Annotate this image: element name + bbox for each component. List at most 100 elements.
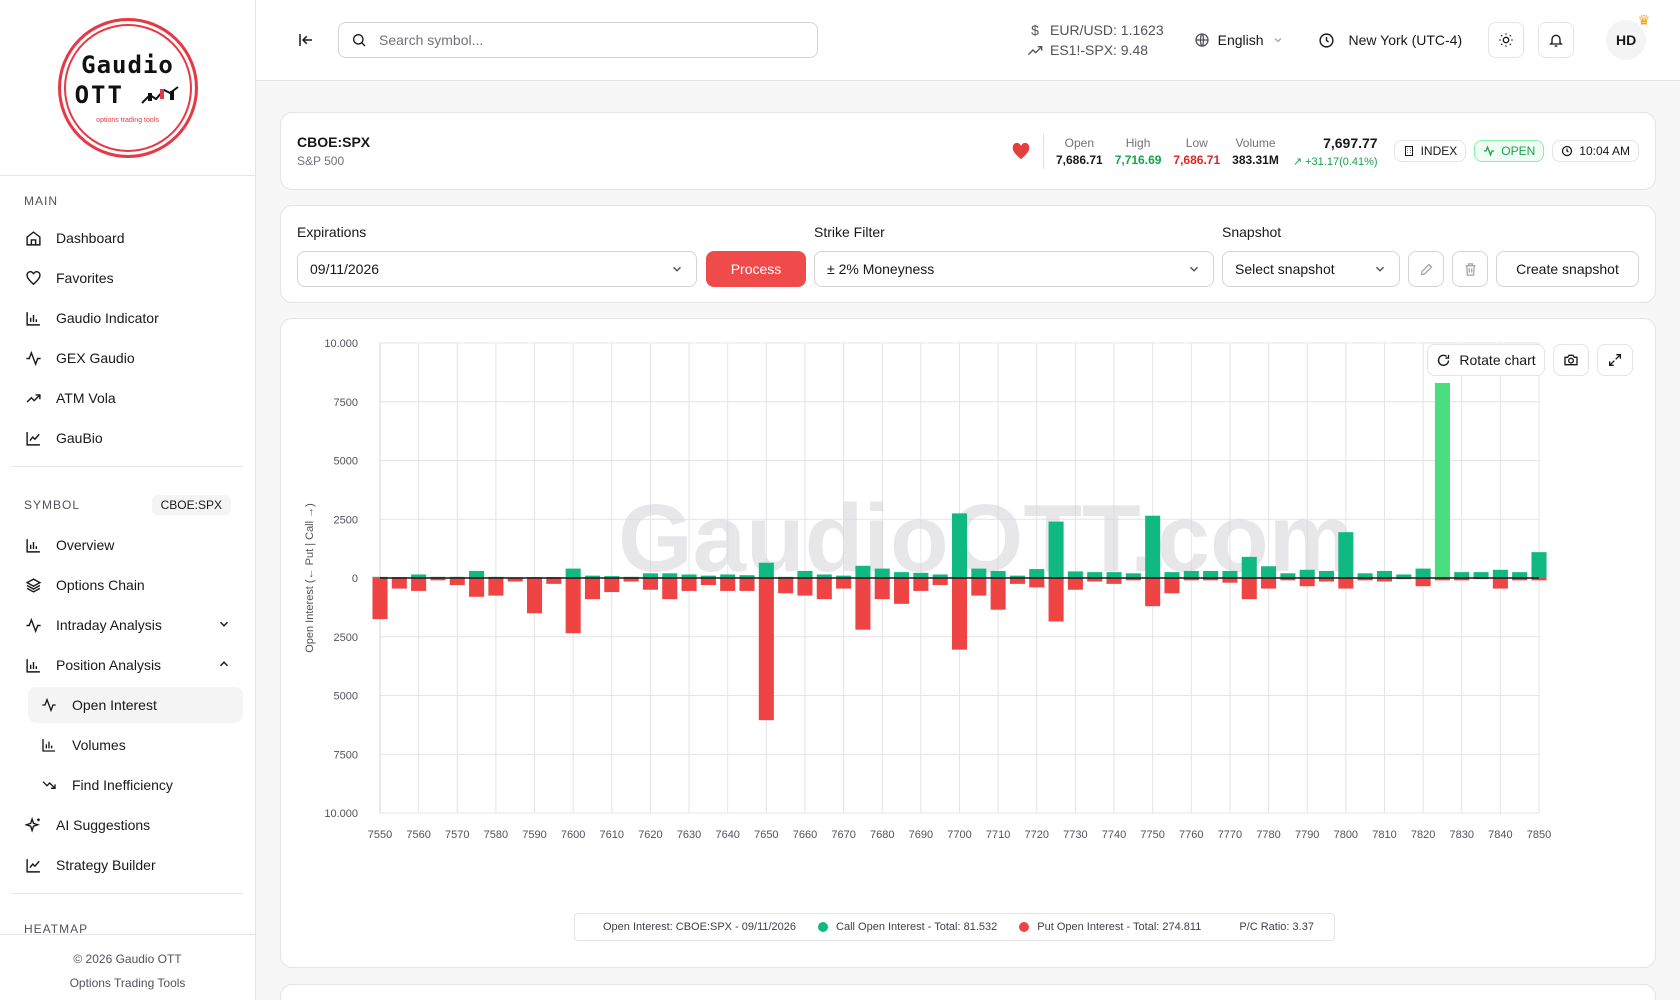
- collapse-icon: [299, 34, 312, 46]
- nav-gaubio-label: GauBio: [56, 430, 103, 446]
- symbol-info-card: CBOE:SPX S&P 500 Open 7,686.71 High 7,71…: [280, 112, 1656, 190]
- legend-call[interactable]: Call Open Interest - Total: 81.532: [818, 921, 997, 933]
- snapshot-select[interactable]: Select snapshot: [1222, 251, 1400, 287]
- search-box[interactable]: [338, 22, 818, 58]
- open-interest-chart-card: GaudioOTT.com 10.000 7500 5000 2500 0 2500 500…: [280, 318, 1656, 968]
- logo-area: Gaudio OTT options trading tools: [0, 0, 255, 176]
- call-bar: [469, 570, 485, 578]
- x-tick-label: 7800: [1334, 829, 1358, 841]
- gaudio-ott-logo[interactable]: Gaudio OTT options trading tools: [57, 17, 198, 158]
- x-tick-label: 7830: [1449, 829, 1473, 841]
- put-bar: [874, 578, 890, 600]
- theme-toggle-button[interactable]: [1488, 22, 1525, 58]
- x-tick-label: 7780: [1256, 829, 1280, 841]
- nav-dashboard[interactable]: Dashboard: [12, 220, 243, 256]
- main-section-title: MAIN: [12, 176, 243, 216]
- main-section-label: MAIN: [24, 194, 58, 208]
- open-value: 7,686.71: [1055, 152, 1103, 167]
- put-bar: [797, 578, 813, 596]
- low-value: 7,686.71: [1173, 152, 1221, 167]
- call-bar: [1454, 572, 1470, 578]
- put-bar: [565, 578, 581, 634]
- strike-filter-value: ± 2% Moneyness: [827, 261, 935, 277]
- expiration-select[interactable]: 09/11/2026: [297, 251, 697, 287]
- put-bar: [990, 578, 1006, 610]
- call-bar: [932, 574, 948, 578]
- nav-options-chain[interactable]: Options Chain: [12, 567, 243, 603]
- delete-snapshot-button[interactable]: [1452, 251, 1488, 287]
- timezone-selector[interactable]: New York (UTC-4): [1318, 32, 1462, 49]
- market-time-label: 10:04 AM: [1579, 144, 1630, 158]
- nav-position-analysis[interactable]: Position Analysis: [12, 647, 243, 683]
- put-bar: [488, 578, 504, 596]
- activity-icon: [24, 349, 42, 367]
- rotate-chart-button[interactable]: Rotate chart: [1427, 344, 1545, 376]
- trash-icon: [1465, 262, 1475, 276]
- chevron-up-icon[interactable]: [217, 657, 231, 674]
- x-tick-label: 7690: [909, 829, 933, 841]
- nav-find-inefficiency-label: Find Inefficiency: [72, 777, 173, 793]
- divider: [1042, 133, 1044, 169]
- user-avatar[interactable]: HD ♛: [1606, 12, 1650, 60]
- controls-card: Expirations 09/11/2026 Process Strike Fi…: [280, 205, 1656, 303]
- edit-snapshot-button[interactable]: [1408, 251, 1444, 287]
- search-input[interactable]: [379, 32, 779, 48]
- x-tick-label: 7740: [1102, 829, 1126, 841]
- put-bar: [449, 578, 465, 586]
- call-bar: [1106, 572, 1122, 578]
- screenshot-button[interactable]: [1553, 344, 1589, 376]
- fullscreen-button[interactable]: [1597, 344, 1633, 376]
- y-tick-label: 10.000: [324, 338, 358, 350]
- call-bar: [1164, 572, 1180, 578]
- put-bar: [1318, 578, 1335, 582]
- open-stat: Open 7,686.71: [1056, 136, 1103, 167]
- nav-gaubio[interactable]: GauBio: [12, 420, 243, 456]
- nav-gaudio-indicator[interactable]: Gaudio Indicator: [12, 300, 243, 336]
- symbol-nav: SYMBOL CBOE:SPX Overview Options Chain I…: [0, 477, 255, 883]
- nav-atm-vola-label: ATM Vola: [56, 390, 116, 406]
- topbar: $EUR/USD: 1.1623 ES1!-SPX: 9.48 English …: [256, 0, 1680, 81]
- last-price: 7,697.77: [1323, 134, 1378, 151]
- strike-filter-select[interactable]: ± 2% Moneyness: [814, 251, 1214, 287]
- nav-find-inefficiency[interactable]: Find Inefficiency: [28, 767, 243, 803]
- chevron-down-icon[interactable]: [217, 617, 231, 634]
- chart-line-icon: [24, 856, 42, 874]
- language-selector[interactable]: English: [1194, 32, 1284, 48]
- legend-put[interactable]: Put Open Interest - Total: 274.811: [1019, 921, 1201, 933]
- nav-favorites[interactable]: Favorites: [12, 260, 243, 296]
- nav-ai-suggestions[interactable]: AI Suggestions: [12, 807, 243, 843]
- notifications-button[interactable]: [1538, 22, 1575, 58]
- x-tick-label: 7590: [522, 829, 546, 841]
- symbol-identity: CBOE:SPX S&P 500: [297, 134, 370, 168]
- process-button[interactable]: Process: [706, 251, 806, 287]
- price-change-row: ↗ +31.17(0.41%): [1293, 155, 1378, 168]
- nav-overview[interactable]: Overview: [12, 527, 243, 563]
- call-bar: [1376, 570, 1393, 578]
- nav-strategy-builder[interactable]: Strategy Builder: [12, 847, 243, 883]
- volume-label: Volume: [1235, 135, 1276, 150]
- nav-atm-vola[interactable]: ATM Vola: [12, 380, 243, 416]
- x-tick-label: 7790: [1295, 829, 1319, 841]
- legend-title: Open Interest: CBOE:SPX - 09/11/2026: [603, 921, 796, 933]
- high-value: 7,716.69: [1114, 152, 1162, 167]
- call-bar: [1473, 572, 1489, 578]
- favorite-button[interactable]: [1005, 135, 1037, 167]
- y-tick-label: 2500: [334, 514, 358, 526]
- put-bar: [1125, 578, 1141, 581]
- call-bar: [1531, 552, 1547, 578]
- symbol-section-label: SYMBOL: [24, 498, 81, 512]
- nav-intraday-analysis[interactable]: Intraday Analysis: [12, 607, 243, 643]
- nav-volumes[interactable]: Volumes: [28, 727, 243, 763]
- call-bar: [1125, 573, 1141, 578]
- create-snapshot-button[interactable]: Create snapshot: [1496, 251, 1639, 287]
- rotate-chart-label: Rotate chart: [1459, 352, 1536, 368]
- put-bar: [1145, 578, 1161, 607]
- quote-row: $ EUR/USD: 1.1623: [1026, 20, 1164, 40]
- nav-gex-gaudio[interactable]: GEX Gaudio: [12, 340, 243, 376]
- snapshot-label: Snapshot: [1222, 224, 1282, 240]
- chart-line-icon: [24, 429, 42, 447]
- nav-open-interest[interactable]: Open Interest: [28, 687, 243, 723]
- collapse-sidebar-button[interactable]: [294, 28, 318, 52]
- call-bar: [1009, 575, 1025, 578]
- x-tick-label: 7750: [1140, 829, 1164, 841]
